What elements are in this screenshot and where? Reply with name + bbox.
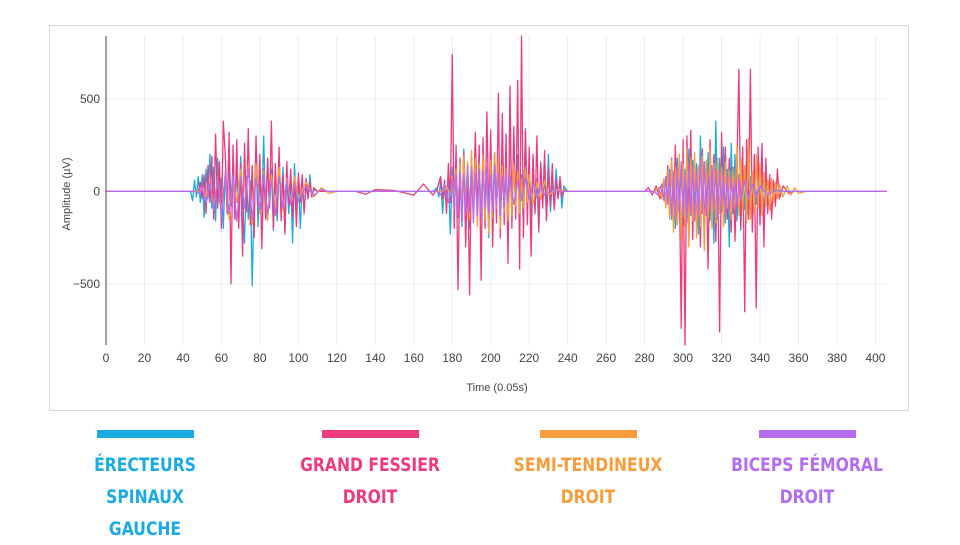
x-tick-label: 280 [635, 351, 655, 365]
x-axis-title: Time (0.05s) [466, 382, 527, 394]
series-layer [106, 35, 887, 346]
x-tick-label: 0 [103, 351, 110, 365]
x-tick-label: 360 [788, 351, 808, 365]
legend-label: SEMI-TENDINEUX DROIT [513, 454, 663, 508]
y-tick-label: 0 [93, 184, 100, 198]
legend-label: GRAND FESSIER DROIT [300, 454, 440, 508]
x-tick-label: 100 [288, 351, 308, 365]
x-tick-label: 40 [176, 351, 190, 365]
legend-item-semi-tendineux-droit: SEMI-TENDINEUX DROIT [488, 430, 688, 513]
legend-swatch [539, 430, 637, 438]
chart-panel: 0 20 40 60 80 100 120 140 160 180 200 220 240 260 280 3… [49, 25, 909, 411]
x-tick-label: 120 [327, 351, 347, 365]
series-line-3 [106, 157, 887, 224]
emg-line-chart: 0 20 40 60 80 100 120 140 160 180 200 220 240 260 280 3… [61, 35, 887, 394]
legend-swatch [96, 430, 194, 438]
x-tick-label: 20 [138, 351, 152, 365]
axis-layer: 0 20 40 60 80 100 120 140 160 180 200 220 240 260 280 3… [73, 36, 886, 365]
legend-item-biceps-femoral-droit: BICEPS FÉMORAL DROIT [707, 430, 907, 513]
legend-label: BICEPS FÉMORAL DROIT [731, 454, 883, 508]
x-tick-label: 160 [404, 351, 424, 365]
x-tick-label: 60 [215, 351, 229, 365]
x-tick-label: 80 [253, 351, 267, 365]
series-line-1 [106, 35, 887, 346]
legend-label: ÉRECTEURS SPINAUX GAUCHE [94, 454, 196, 540]
x-tick-label: 180 [442, 351, 462, 365]
legend-item-erecteurs-spinaux-gauche: ÉRECTEURS SPINAUX GAUCHE [45, 430, 245, 545]
x-tick-label: 300 [673, 351, 693, 365]
x-tick-label: 400 [865, 351, 885, 365]
legend-swatch [321, 430, 419, 438]
y-tick-label: −500 [73, 277, 100, 291]
x-tick-label: 340 [750, 351, 770, 365]
legend-swatch [758, 430, 856, 438]
legend-item-grand-fessier-droit: GRAND FESSIER DROIT [270, 430, 470, 513]
x-tick-label: 200 [481, 351, 501, 365]
x-tick-label: 240 [558, 351, 578, 365]
x-tick-label: 320 [712, 351, 732, 365]
x-tick-label: 220 [519, 351, 539, 365]
y-tick-label: 500 [80, 92, 100, 106]
x-tick-label: 140 [365, 351, 385, 365]
x-tick-label: 380 [827, 351, 847, 365]
y-axis-title: Amplitude (µV) [61, 158, 73, 231]
x-tick-label: 260 [596, 351, 616, 365]
